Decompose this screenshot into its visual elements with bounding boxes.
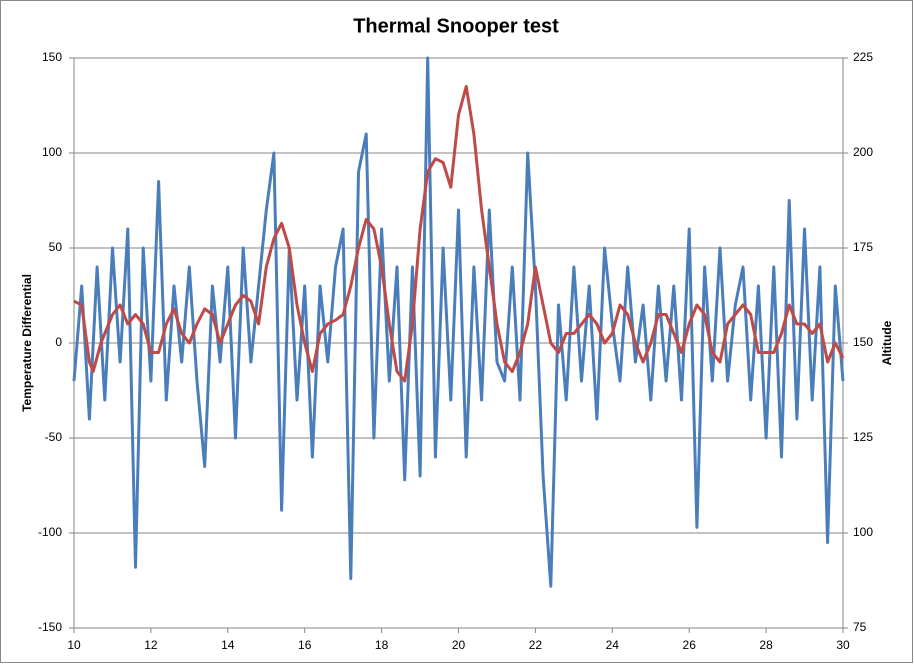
x-tick-label: 26 [683,638,697,652]
data-line [73,85,845,383]
chart-title: Thermal Snooper test [353,15,559,37]
y2-tick-label: 75 [853,620,867,634]
data-line [72,56,845,588]
y-tick-label: 150 [42,50,62,64]
x-tick-label: 18 [375,638,389,652]
x-tick-label: 30 [836,638,850,652]
y2-tick-label: 225 [853,50,873,64]
x-tick-label: 20 [452,638,466,652]
y2-axis-title: Altitude [880,320,894,365]
x-tick-label: 28 [759,638,773,652]
y2-tick-label: 175 [853,240,873,254]
y-axis-title: Temperature Differential [20,274,34,412]
y2-tick-label: 100 [853,525,873,539]
y-tick-label: -50 [45,430,63,444]
y-tick-label: 0 [55,335,62,349]
y2-tick-label: 150 [853,335,873,349]
x-tick-label: 22 [529,638,543,652]
y-tick-label: 50 [49,240,63,254]
y2-tick-label: 125 [853,430,873,444]
y-tick-label: -100 [38,525,62,539]
x-tick-label: 12 [144,638,158,652]
x-tick-label: 14 [221,638,235,652]
y-tick-label: -150 [38,620,62,634]
y2-tick-label: 200 [853,145,873,159]
y-tick-label: 100 [42,145,62,159]
x-tick-label: 10 [67,638,81,652]
x-tick-label: 24 [606,638,620,652]
x-tick-label: 16 [298,638,312,652]
